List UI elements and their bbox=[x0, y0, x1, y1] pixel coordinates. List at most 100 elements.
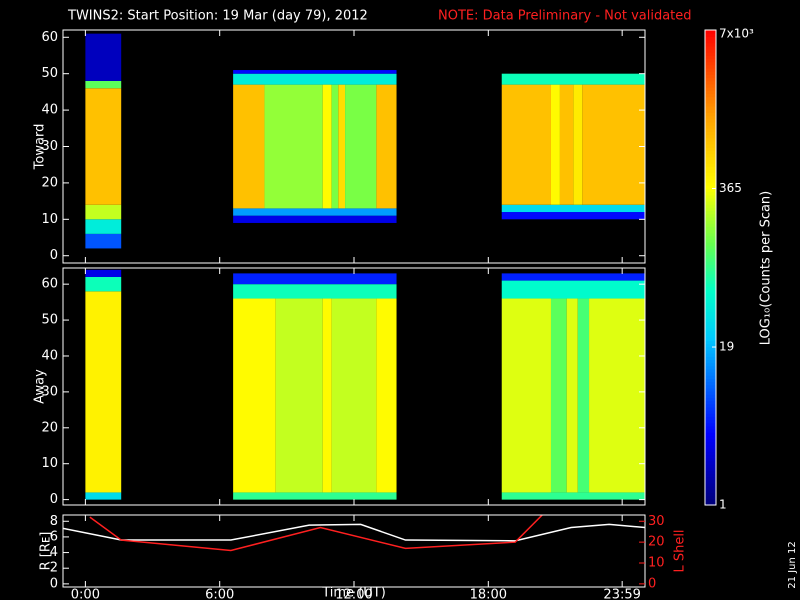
colorbar-swatch bbox=[705, 134, 716, 139]
colorbar-swatch bbox=[705, 362, 716, 367]
colorbar-swatch bbox=[705, 346, 716, 351]
y-tick-label: 0 bbox=[50, 492, 58, 507]
colorbar-swatch bbox=[705, 343, 716, 348]
colorbar-swatch bbox=[705, 280, 716, 284]
plot-area bbox=[85, 269, 645, 500]
colorbar-swatch bbox=[705, 315, 716, 319]
colorbar-swatch bbox=[705, 52, 716, 56]
colorbar-swatch bbox=[705, 64, 716, 69]
date-stamp: 21 Jun 12 bbox=[787, 541, 798, 588]
colorbar-swatch bbox=[705, 470, 716, 474]
x-tick-label: 0:00 bbox=[71, 588, 100, 600]
heat-cell bbox=[233, 284, 397, 299]
colorbar-swatch bbox=[705, 482, 716, 487]
colorbar-swatch bbox=[705, 182, 716, 186]
y-tick-label: 50 bbox=[41, 313, 58, 328]
colorbar-swatch bbox=[705, 33, 716, 37]
colorbar-swatch bbox=[705, 337, 716, 341]
colorbar-swatch bbox=[705, 292, 716, 297]
heat-cell bbox=[501, 73, 645, 85]
colorbar-swatch bbox=[705, 334, 716, 338]
colorbar-swatch bbox=[705, 185, 716, 189]
heat-cell bbox=[582, 84, 645, 205]
colorbar-swatch bbox=[705, 118, 716, 123]
colorbar-swatch bbox=[705, 172, 716, 177]
colorbar-label: LOG₁₀(Counts per Scan) bbox=[759, 191, 774, 346]
y-axis-label: Toward bbox=[33, 124, 48, 171]
colorbar-swatch bbox=[705, 495, 716, 500]
heat-cell bbox=[85, 33, 122, 81]
colorbar-swatch bbox=[705, 216, 716, 221]
colorbar-swatch bbox=[705, 147, 716, 151]
colorbar-swatch bbox=[705, 112, 716, 117]
colorbar-swatch bbox=[705, 77, 716, 82]
colorbar-swatch bbox=[705, 125, 716, 129]
colorbar-swatch bbox=[705, 80, 716, 85]
colorbar-swatch bbox=[705, 413, 716, 417]
colorbar-swatch bbox=[705, 435, 716, 440]
colorbar-swatch bbox=[705, 416, 716, 421]
y-tick-label: 60 bbox=[41, 277, 58, 292]
heat-cell bbox=[566, 298, 578, 493]
colorbar-swatch bbox=[705, 223, 716, 227]
heat-cell bbox=[345, 84, 377, 209]
y-tick-label: 40 bbox=[41, 348, 58, 363]
colorbar-swatch bbox=[705, 128, 716, 132]
colorbar-swatch bbox=[705, 197, 716, 202]
note: NOTE: Data Preliminary - Not validated bbox=[438, 9, 692, 24]
colorbar-swatch bbox=[705, 476, 716, 481]
colorbar-swatch bbox=[705, 261, 716, 265]
colorbar-swatch bbox=[705, 308, 716, 313]
colorbar-swatch bbox=[705, 188, 716, 193]
colorbar-swatch bbox=[705, 207, 716, 212]
colorbar-swatch bbox=[705, 178, 716, 183]
plot-area bbox=[63, 515, 645, 552]
heat-cell bbox=[331, 84, 339, 209]
colorbar-swatch bbox=[705, 467, 716, 471]
colorbar-swatch bbox=[705, 210, 716, 215]
colorbar-swatch bbox=[705, 429, 716, 433]
frame bbox=[62, 514, 646, 588]
colorbar-swatch bbox=[705, 232, 716, 237]
colorbar-swatch bbox=[705, 68, 716, 72]
y-tick-label: 2 bbox=[50, 561, 58, 576]
colorbar-swatch bbox=[705, 131, 716, 136]
heat-cell bbox=[233, 208, 397, 216]
y-tick-label: 10 bbox=[41, 456, 58, 471]
colorbar-swatch bbox=[705, 330, 716, 335]
colorbar-swatch bbox=[705, 163, 716, 167]
colorbar-swatch bbox=[705, 229, 716, 234]
colorbar-swatch bbox=[705, 359, 716, 364]
colorbar-swatch bbox=[705, 381, 716, 386]
colorbar-swatch bbox=[705, 489, 716, 493]
heat-cell bbox=[85, 291, 122, 493]
x-tick-label: 6:00 bbox=[205, 588, 234, 600]
colorbar-swatch bbox=[705, 444, 716, 449]
heat-cell bbox=[501, 492, 645, 500]
colorbar-swatch bbox=[705, 106, 716, 110]
colorbar-swatch bbox=[705, 194, 716, 199]
colorbar-swatch bbox=[705, 403, 716, 408]
heat-cell bbox=[233, 298, 276, 493]
colorbar-swatch bbox=[705, 166, 716, 170]
colorbar-swatch bbox=[705, 49, 716, 53]
colorbar-swatch bbox=[705, 58, 716, 63]
heat-cell bbox=[233, 215, 397, 223]
colorbar-swatch bbox=[705, 254, 716, 259]
heat-cell bbox=[85, 276, 122, 292]
colorbar-swatch bbox=[705, 71, 716, 75]
colorbar-swatch bbox=[705, 277, 716, 281]
heat-cell bbox=[376, 84, 397, 209]
colorbar-swatch bbox=[705, 251, 716, 256]
colorbar-swatch bbox=[705, 220, 716, 224]
y-tick-label: 4 bbox=[50, 545, 58, 560]
colorbar-swatch bbox=[705, 239, 716, 243]
y2-tick-label: 0 bbox=[648, 576, 656, 591]
y-tick-label: 6 bbox=[50, 529, 58, 544]
heat-cell bbox=[577, 298, 590, 493]
colorbar-swatch bbox=[705, 283, 716, 288]
y2-tick-label: 20 bbox=[648, 535, 665, 550]
y2-axis-label: L Shell bbox=[673, 529, 688, 572]
colorbar-swatch bbox=[705, 422, 716, 427]
heat-cell bbox=[85, 233, 122, 249]
